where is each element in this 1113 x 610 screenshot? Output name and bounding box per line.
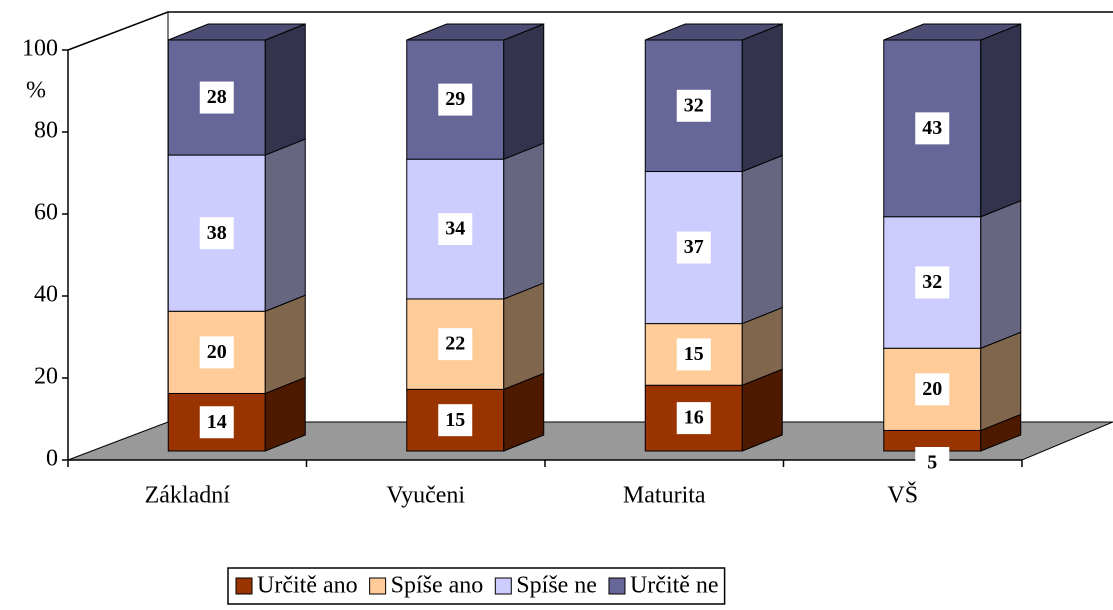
data-label: 15 — [445, 409, 465, 431]
y-axis-label: % — [26, 78, 46, 104]
data-label-box — [676, 231, 711, 264]
data-label-box — [199, 217, 234, 250]
bar-side — [503, 282, 545, 391]
data-label-box — [438, 83, 473, 116]
data-label: 16 — [684, 407, 704, 429]
data-label: 22 — [445, 333, 465, 355]
legend-swatch — [235, 577, 253, 595]
bar-top — [645, 23, 783, 41]
x-tick-label: Maturita — [623, 483, 706, 509]
bar-side — [980, 331, 1022, 432]
legend-label: Určitě ne — [630, 573, 719, 599]
data-label-box — [676, 89, 711, 122]
data-label: 20 — [922, 378, 942, 400]
legend-label: Spíše ano — [391, 573, 484, 599]
bar-top — [168, 23, 306, 41]
data-label: 38 — [207, 222, 227, 244]
data-label-box — [676, 402, 711, 435]
data-label-box — [199, 406, 234, 439]
bar-side — [980, 199, 1022, 349]
y-tick-label: 80 — [34, 118, 58, 144]
data-label-box — [915, 112, 950, 145]
data-label: 32 — [684, 94, 704, 116]
data-label-box — [915, 447, 950, 479]
legend-swatch — [608, 577, 626, 595]
data-label: 32 — [922, 271, 942, 293]
y-tick-label: 60 — [34, 200, 58, 226]
data-label-box — [438, 328, 473, 361]
data-label-box — [676, 338, 711, 371]
data-label: 14 — [207, 411, 227, 433]
x-tick-label: VŠ — [887, 482, 918, 509]
legend: Určitě ano Spíše ano Spíše ne Určitě ne — [227, 567, 726, 605]
legend-label: Určitě ano — [257, 573, 358, 599]
data-label: 29 — [445, 88, 465, 110]
bar-top — [883, 23, 1021, 41]
data-label-box — [915, 373, 950, 406]
bar-side — [503, 23, 545, 160]
data-label-box — [438, 213, 473, 246]
data-label: 28 — [207, 86, 227, 108]
data-label-box — [199, 336, 234, 369]
data-label-box — [199, 81, 234, 114]
bar-side — [503, 142, 545, 300]
bar-side — [741, 154, 783, 325]
data-label: 43 — [922, 117, 942, 139]
data-label: 5 — [927, 452, 937, 474]
data-label: 37 — [684, 236, 704, 258]
data-label-box — [915, 266, 950, 299]
legend-box — [227, 567, 726, 605]
data-label: 15 — [684, 343, 704, 365]
x-tick-label: Základní — [145, 483, 231, 509]
data-label: 34 — [445, 218, 465, 240]
bar-top — [406, 23, 544, 41]
x-tick-label: Vyučeni — [386, 483, 465, 509]
y-tick-label: 40 — [34, 282, 58, 308]
data-label: 20 — [207, 341, 227, 363]
data-label-box — [438, 404, 473, 437]
y-tick-label: 0 — [46, 446, 58, 472]
y-tick-label: 100 — [22, 36, 58, 62]
legend-label: Spíše ne — [516, 573, 597, 599]
bar-side — [741, 23, 783, 173]
legend-swatch — [494, 577, 512, 595]
bar-side — [980, 23, 1022, 218]
legend-swatch — [369, 577, 387, 595]
bar-side — [264, 138, 306, 312]
y-tick-label: 20 — [34, 364, 58, 390]
bar-side — [264, 23, 306, 156]
bar-side — [264, 294, 306, 395]
